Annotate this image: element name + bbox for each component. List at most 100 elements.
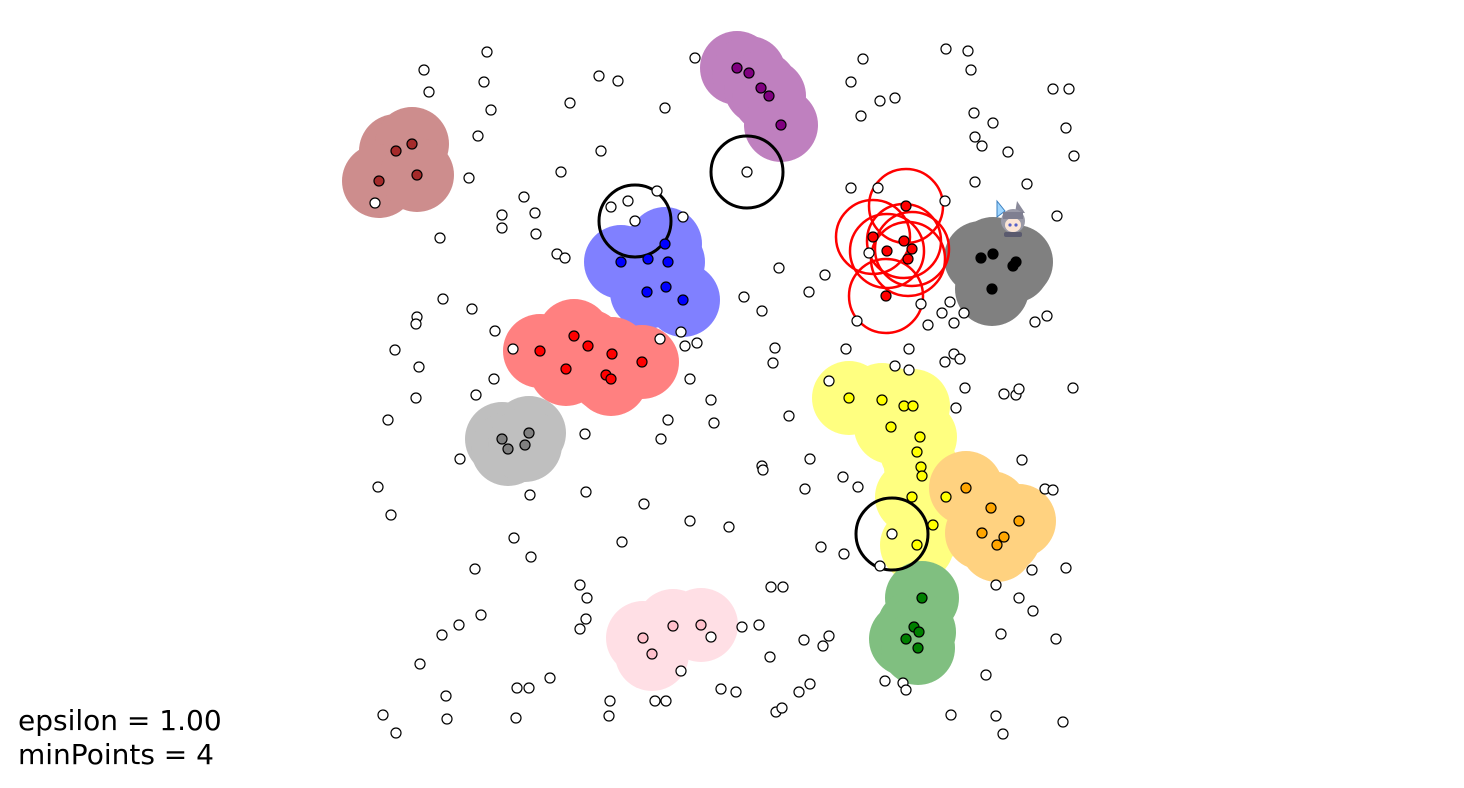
orange-cluster-point (985, 502, 997, 514)
noise-point (987, 117, 999, 129)
orange-cluster-point (991, 539, 1003, 551)
noise-point (440, 690, 452, 702)
pink-cluster-point (637, 632, 649, 644)
noise-point (708, 417, 720, 429)
noise-point (574, 623, 586, 635)
yellow-cluster-point (916, 470, 928, 482)
noise-point (472, 130, 484, 142)
noise-point (629, 215, 641, 227)
noise-point (1027, 605, 1039, 617)
noise-point (1002, 146, 1014, 158)
noise-point (481, 46, 493, 58)
pink-cluster-point (667, 620, 679, 632)
noise-point (434, 232, 446, 244)
noise-point (823, 375, 835, 387)
noise-point (612, 75, 624, 87)
noise-point (475, 609, 487, 621)
neighborhood-ring (597, 183, 673, 259)
noise-point (413, 361, 425, 373)
noise-point (660, 695, 672, 707)
noise-point (948, 317, 960, 329)
noise-point (738, 291, 750, 303)
noise-point (819, 269, 831, 281)
red-cluster-point (534, 345, 546, 357)
noise-point (574, 579, 586, 591)
noise-point (804, 678, 816, 690)
red-cluster-point (636, 356, 648, 368)
noise-point (1029, 316, 1041, 328)
noise-point (1063, 83, 1075, 95)
yellow-cluster-point (911, 446, 923, 458)
noise-point (390, 727, 402, 739)
noise-point (1050, 633, 1062, 645)
red-cluster-point (605, 373, 617, 385)
noise-point (756, 305, 768, 317)
noise-point (715, 683, 727, 695)
noise-point (852, 481, 864, 493)
noise-point (903, 364, 915, 376)
noise-point (1013, 383, 1025, 395)
noise-point (441, 713, 453, 725)
purple-cluster-point (763, 90, 775, 102)
noise-point (845, 182, 857, 194)
noise-point (879, 675, 891, 687)
noise-point (950, 402, 962, 414)
noise-point (496, 209, 508, 221)
noise-point (773, 262, 785, 274)
noise-point (776, 702, 788, 714)
noise-point (968, 107, 980, 119)
orange-cluster-point (998, 531, 1010, 543)
noise-point (1021, 178, 1033, 190)
noise-point (544, 672, 556, 684)
noise-point (616, 536, 628, 548)
neighborhood-ring (709, 134, 785, 210)
noise-point (945, 709, 957, 721)
silver-cluster-point (502, 443, 514, 455)
noise-point (969, 131, 981, 143)
noise-point (1060, 562, 1072, 574)
noise-point (1026, 564, 1038, 576)
noise-point (815, 541, 827, 553)
noise-point (769, 342, 781, 354)
noise-point (684, 373, 696, 385)
noise-point (872, 182, 884, 194)
noise-point (823, 630, 835, 642)
red-cluster-point (568, 330, 580, 342)
blue-cluster-point (615, 256, 627, 268)
orange-cluster-point (1013, 515, 1025, 527)
blue-cluster-point (642, 253, 654, 265)
noise-point (915, 298, 927, 310)
silver-cluster-point (519, 439, 531, 451)
noise-point (382, 414, 394, 426)
noise-point (675, 326, 687, 338)
noise-point (691, 337, 703, 349)
noise-point (662, 414, 674, 426)
noise-point (605, 201, 617, 213)
noise-point (889, 92, 901, 104)
green-cluster-point (913, 626, 925, 638)
noise-point (453, 619, 465, 631)
noise-point (488, 373, 500, 385)
noise-point (510, 712, 522, 724)
noise-point (767, 357, 779, 369)
noise-point (385, 509, 397, 521)
noise-point (436, 629, 448, 641)
noise-point (377, 709, 389, 721)
noise-point (976, 140, 988, 152)
noise-point (980, 669, 992, 681)
neighborhood-ring (854, 496, 930, 572)
noise-point (764, 651, 776, 663)
purple-cluster-point (731, 62, 743, 74)
blue-cluster-point (662, 256, 674, 268)
noise-point (684, 515, 696, 527)
yellow-cluster-point (940, 491, 952, 503)
noise-point (555, 166, 567, 178)
noise-point (939, 195, 951, 207)
noise-point (799, 483, 811, 495)
noise-point (559, 252, 571, 264)
noise-point (838, 548, 850, 560)
noise-point (677, 211, 689, 223)
noise-point (529, 207, 541, 219)
noise-point (845, 76, 857, 88)
